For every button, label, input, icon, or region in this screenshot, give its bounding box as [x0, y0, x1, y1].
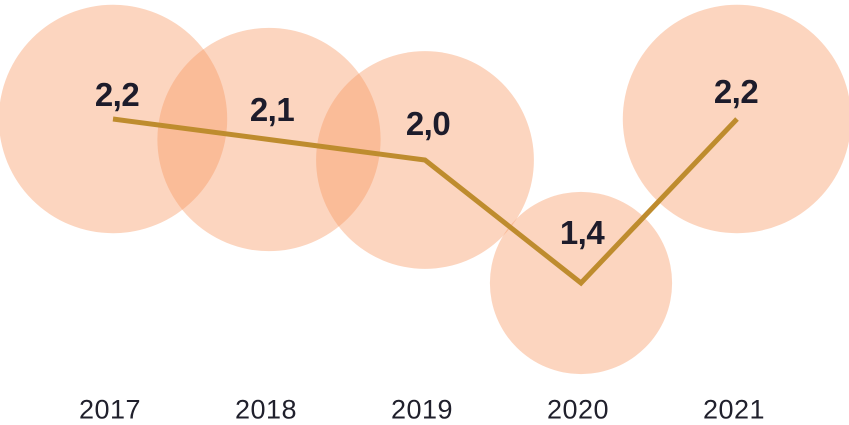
trend-line [112, 116, 739, 287]
year-label-2019: 2019 [390, 394, 454, 425]
value-label-2019: 2,0 [405, 105, 451, 142]
year-label-2021: 2021 [702, 394, 766, 425]
year-label-2017: 2017 [78, 394, 142, 425]
value-label-2017: 2,2 [94, 76, 140, 113]
year-label-2020: 2020 [546, 394, 610, 425]
value-label-2021: 2,2 [713, 73, 759, 110]
value-label-2020: 1,4 [559, 214, 605, 251]
value-label-2018: 2,1 [249, 90, 295, 128]
year-label-2018: 2018 [234, 394, 298, 425]
